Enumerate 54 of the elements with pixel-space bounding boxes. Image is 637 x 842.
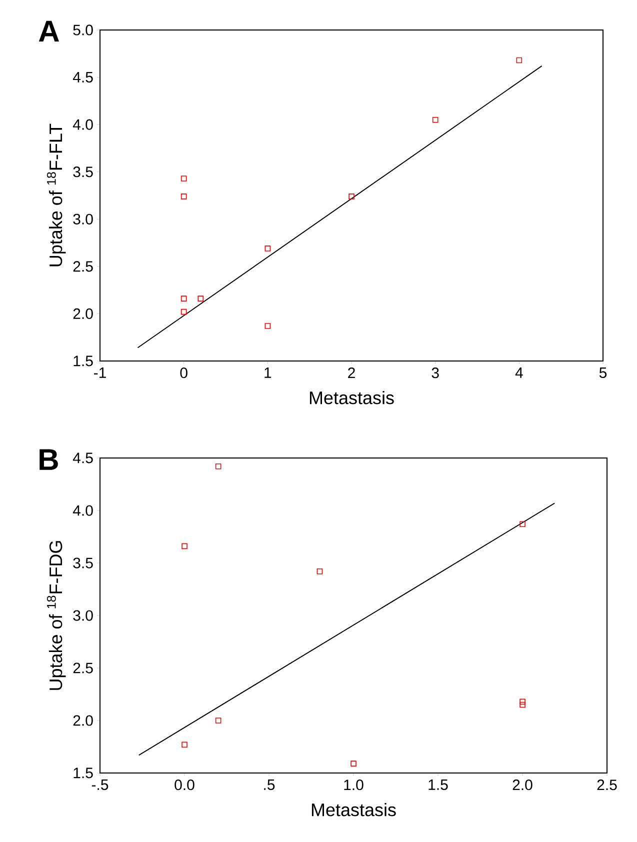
point <box>264 323 271 329</box>
point <box>180 176 187 182</box>
point <box>516 57 522 64</box>
point <box>182 742 188 748</box>
point <box>180 194 187 200</box>
point <box>520 702 526 708</box>
y-tick-label: 3.5 <box>73 166 93 178</box>
x-tick-label: 4 <box>515 368 523 378</box>
x-tick-label: -1 <box>94 368 106 378</box>
y-tick-label: 1.5 <box>74 768 93 778</box>
y-axis-title: Uptake of $^{18}$F-FDG <box>46 541 66 690</box>
point <box>198 296 204 302</box>
y-tick-label: 2.0 <box>73 715 93 726</box>
point <box>348 194 354 200</box>
x-axis-title: Metastasis <box>310 391 394 404</box>
chart-title: A <box>38 20 60 42</box>
y-tick-label: 1.5 <box>74 356 93 366</box>
y-tick-label: 5.0 <box>73 24 93 36</box>
point <box>215 464 222 470</box>
x-tick-label: .5 <box>264 780 275 790</box>
y-tick-label: 4.0 <box>72 505 93 516</box>
x-axis-title: Metastasis <box>312 803 396 816</box>
y-tick-label: 2.0 <box>73 308 93 320</box>
y-tick-label: 4.5 <box>72 72 93 83</box>
point <box>180 308 187 315</box>
x-tick-label: 1 <box>264 368 272 378</box>
point <box>180 296 187 302</box>
point <box>520 521 526 528</box>
x-tick-label: 0 <box>180 368 188 378</box>
x-tick-label: -.5 <box>92 780 108 790</box>
y-axis-title: Uptake of $^{18}$F-FLT <box>46 124 66 266</box>
point <box>520 698 526 705</box>
x-tick-label: 0.0 <box>174 780 194 790</box>
x-tick-label: 5 <box>599 368 607 378</box>
y-tick-label: 4.0 <box>72 119 93 130</box>
chart-title: B <box>40 449 58 470</box>
point <box>316 568 323 574</box>
x-tick-label: 2.5 <box>597 780 617 790</box>
y-tick-label: 2.5 <box>73 662 93 674</box>
x-tick-label: 1.5 <box>428 780 448 790</box>
point <box>264 246 271 252</box>
point <box>350 760 356 766</box>
y-tick-label: 4.5 <box>72 452 93 464</box>
point <box>215 718 222 724</box>
x-tick-label: 2 <box>348 368 355 378</box>
point <box>182 543 188 550</box>
y-tick-label: 3.5 <box>73 558 93 568</box>
y-tick-label: 2.5 <box>73 261 93 272</box>
y-tick-label: 3.0 <box>73 610 93 621</box>
x-tick-label: 1.0 <box>344 780 364 790</box>
x-tick-label: 2.0 <box>512 780 532 790</box>
x-tick-label: 3 <box>432 368 439 378</box>
point <box>432 116 438 123</box>
y-tick-label: 3.0 <box>73 214 93 224</box>
